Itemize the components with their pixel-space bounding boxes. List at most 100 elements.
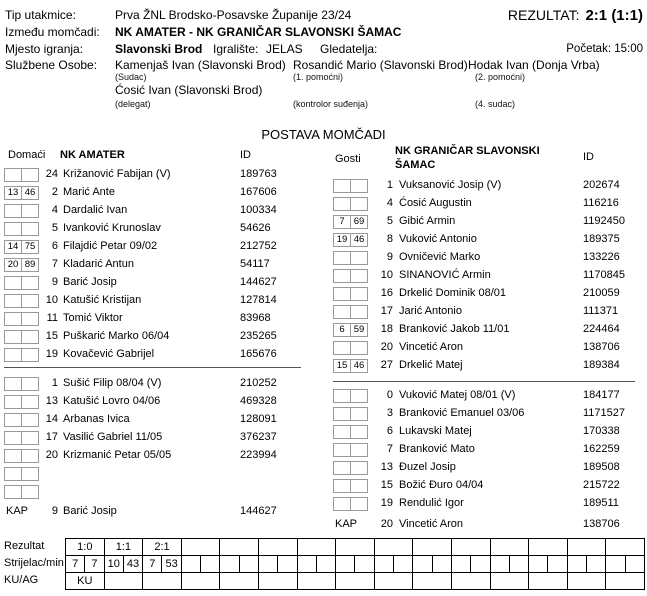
- player-id: 210252: [240, 377, 277, 389]
- sub-in-box: [4, 431, 22, 445]
- player-id: 83968: [240, 312, 271, 324]
- player-id: 212752: [240, 240, 277, 252]
- player-row: 17 Vasilić Gabriel 11/05 376237: [4, 429, 316, 447]
- result-line: REZULTAT: 2:1 (1:1): [508, 7, 643, 24]
- player-name: Tomić Viktor: [63, 312, 123, 324]
- sub-min-box: 46: [21, 186, 39, 200]
- result-cell: [566, 538, 607, 556]
- player-number: 2: [51, 186, 58, 198]
- sub-min-box: [21, 168, 39, 182]
- home-subs-divider: [4, 367, 301, 368]
- away-captain-row: KAP 20 Vincetić Aron 138706: [333, 516, 645, 534]
- scorer-min-cell: [257, 555, 279, 573]
- kuag-cell: [103, 572, 144, 590]
- player-row: 13 Đuzel Josip 189508: [333, 459, 645, 477]
- player-id: 170338: [583, 425, 620, 437]
- sub-in-box: [4, 276, 22, 290]
- sub-in-box: [4, 348, 22, 362]
- sub-in-box: [333, 443, 351, 457]
- result-cell: [180, 538, 221, 556]
- player-row: 13 46 2 Marić Ante 167606: [4, 184, 316, 202]
- home-captain-row: KAP 9 Barić Josip 144627: [4, 503, 316, 521]
- player-row: 7 Branković Mato 162259: [333, 441, 645, 459]
- sub-in-box: 19: [333, 233, 351, 247]
- player-name: Vincetić Aron: [399, 518, 464, 530]
- player-number: 5: [386, 215, 393, 227]
- player-number: 20: [380, 518, 393, 530]
- away-id-header: ID: [583, 151, 594, 163]
- kuag-cell: [412, 572, 452, 590]
- player-id: 189511: [583, 497, 619, 509]
- player-number: 18: [380, 323, 393, 335]
- player-id: 189508: [583, 461, 620, 473]
- player-row: 1 Vuksanović Josip (V) 202674: [333, 177, 645, 195]
- sub-min-box: [350, 251, 368, 265]
- player-id: 210059: [583, 287, 620, 299]
- score-grid: 1:0 1:1 2:1 7 7 10 43 7 53 KU: [64, 538, 646, 590]
- sub-in-box: 6: [333, 323, 351, 337]
- sub-min-box: [21, 377, 39, 391]
- player-name: Jarić Antonio: [399, 305, 462, 317]
- player-row: 13 Katušić Lovro 04/06 469328: [4, 393, 316, 411]
- player-id: 100334: [240, 204, 277, 216]
- player-id: 111371: [583, 305, 619, 317]
- kuag-cell: [605, 572, 645, 590]
- sub-in-box: [4, 204, 22, 218]
- player-row: 4 Ćosić Augustin 116216: [333, 195, 645, 213]
- player-row: 20 Vincetić Aron 138706: [333, 339, 645, 357]
- scorer-min-cell: [180, 555, 202, 573]
- official-role-fourth: (4. sudac): [475, 99, 516, 109]
- away-subs-list: 0 Vuković Matej 08/01 (V) 184177 3 Branković…: [333, 387, 645, 513]
- player-name: Katušić Lovro 04/06: [63, 395, 161, 407]
- player-name: Đuzel Josip: [399, 461, 456, 473]
- kuag-cell: [296, 572, 337, 590]
- sub-in-box: [4, 449, 22, 463]
- kickoff-value: 15:00: [614, 43, 643, 55]
- result-value: 2:1 (1:1): [585, 7, 643, 24]
- sub-min-box: [21, 348, 39, 362]
- sub-in-box: [4, 312, 22, 326]
- player-name: Krizmanić Petar 05/05: [63, 449, 172, 461]
- official-referee: Kamenjaš Ivan (Slavonski Brod): [115, 58, 286, 72]
- scorer-min-cell: [508, 555, 530, 573]
- player-number: 7: [386, 443, 393, 455]
- player-name: Vuković Matej 08/01 (V): [399, 389, 516, 401]
- player-name: Drkelić Matej: [399, 359, 463, 371]
- sub-min-box: [350, 479, 368, 493]
- player-number: 15: [380, 479, 393, 491]
- player-number: 27: [380, 359, 393, 371]
- result-cell: [528, 538, 568, 556]
- scorer-min-cell: [296, 555, 317, 573]
- player-row: [4, 483, 316, 501]
- player-name: Božić Đuro 04/04: [399, 479, 484, 491]
- pitch-value: JELAS: [266, 42, 303, 56]
- scorer-min-cell: [489, 555, 510, 573]
- player-id: 128091: [240, 413, 277, 425]
- player-id: 54626: [240, 222, 271, 234]
- kuag-cell: [142, 572, 182, 590]
- player-number: 14: [45, 413, 58, 425]
- sub-min-box: [350, 389, 368, 403]
- away-starters-list: 1 Vuksanović Josip (V) 202674 4 Ćosić August…: [333, 177, 645, 375]
- kuag-cell: [335, 572, 375, 590]
- player-name: Vincetić Aron: [399, 341, 464, 353]
- sub-in-box: [4, 168, 22, 182]
- player-row: 20 Krizmanić Petar 05/05 223994: [4, 447, 316, 465]
- match-type-value: Prva ŽNL Brodsko-Posavske Županije 23/24: [115, 8, 352, 22]
- player-name: Lukavski Matej: [399, 425, 472, 437]
- score-grid-row: KU: [65, 572, 645, 590]
- player-row: 10 SINANOVIĆ Armin 1170845: [333, 267, 645, 285]
- scorer-min-cell: [547, 555, 568, 573]
- player-id: 215722: [583, 479, 620, 491]
- player-id: 189375: [583, 233, 620, 245]
- player-id: 189763: [240, 168, 277, 180]
- sub-min-box: [350, 443, 368, 457]
- official-role-referee: (Sudac): [115, 72, 147, 82]
- player-id: 144627: [240, 276, 277, 288]
- match-type-label: Tip utakmice:: [5, 8, 76, 22]
- score-grid-row: 1:0 1:1 2:1: [65, 538, 645, 556]
- player-name: Dardalić Ivan: [63, 204, 128, 216]
- player-number: 13: [45, 395, 58, 407]
- player-name: Branković Mato: [399, 443, 475, 455]
